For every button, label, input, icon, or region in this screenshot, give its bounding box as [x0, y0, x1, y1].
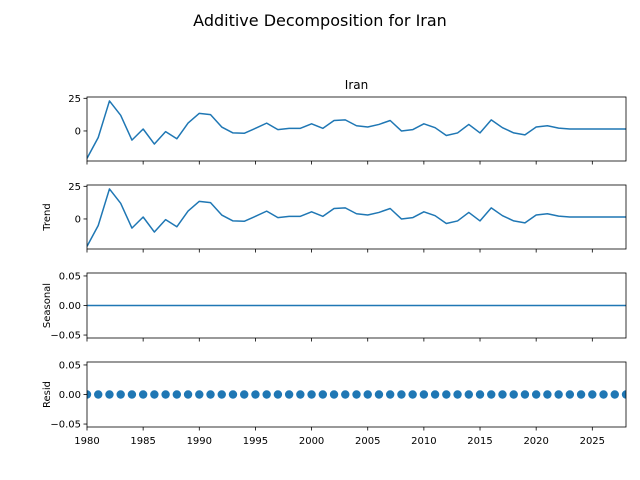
x-tick-label: 2025 — [580, 436, 605, 447]
resid-point — [195, 390, 204, 399]
resid-point — [621, 390, 626, 399]
resid-point — [363, 390, 372, 399]
resid-point — [183, 390, 193, 399]
panel-seasonal: −0.05 0.00 0.05 Seasonal — [42, 271, 627, 342]
resid-point — [554, 390, 563, 399]
resid-point — [531, 390, 541, 399]
resid-points — [87, 390, 626, 399]
observed-axes-frame — [86, 96, 627, 162]
resid-point — [509, 390, 518, 399]
resid-point — [251, 390, 260, 399]
resid-point — [273, 390, 283, 399]
seasonal-ytick-label: 0.05 — [59, 271, 81, 282]
resid-point — [374, 390, 384, 399]
resid-point — [475, 390, 485, 399]
resid-point — [487, 390, 496, 399]
resid-point — [206, 390, 215, 399]
resid-point — [352, 390, 361, 399]
resid-point — [498, 390, 507, 399]
panel-trend: 0 25 Trend — [42, 182, 627, 253]
panel-observed: 0 25 Iran — [68, 78, 627, 165]
resid-point — [105, 390, 114, 399]
x-tick-label: 1980 — [74, 436, 99, 447]
resid-point — [442, 390, 451, 399]
resid-point — [262, 390, 271, 399]
x-tick-label: 2000 — [299, 436, 324, 447]
resid-ylabel: Resid — [42, 381, 53, 408]
resid-point — [543, 390, 552, 399]
resid-point — [138, 390, 148, 399]
x-tick-label: 2020 — [523, 436, 548, 447]
resid-point — [610, 390, 619, 399]
resid-point — [116, 390, 125, 399]
resid-point — [599, 390, 608, 399]
resid-point — [341, 390, 350, 399]
resid-point — [240, 390, 249, 399]
trend-ytick-label: 0 — [75, 214, 81, 225]
resid-point — [150, 390, 159, 399]
x-tick-label: 2005 — [355, 436, 380, 447]
resid-point — [565, 390, 575, 399]
resid-point — [385, 390, 395, 399]
resid-point — [408, 390, 417, 399]
observed-ytick-label: 25 — [68, 94, 81, 105]
observed-series-line — [87, 100, 626, 159]
resid-point — [318, 390, 328, 399]
resid-point — [430, 390, 440, 399]
resid-ytick-label: 0.05 — [59, 360, 81, 371]
resid-point — [307, 390, 316, 399]
x-tick-label: 2010 — [411, 436, 436, 447]
resid-point — [296, 390, 305, 399]
resid-point — [87, 390, 92, 399]
seasonal-ytick-label: 0.00 — [59, 301, 81, 312]
resid-point — [588, 390, 597, 399]
resid-point — [464, 390, 473, 399]
resid-point — [217, 390, 226, 399]
panels: 025Iran025Trend−0.050.000.05Seasonal−0.0… — [42, 78, 627, 447]
resid-point — [453, 390, 462, 399]
trend-axes-frame — [86, 184, 627, 250]
x-tick-label: 1990 — [187, 436, 212, 447]
panel-resid: −0.05 0.00 0.05 1980 1985 1990 1995 2000 2005 201… — [42, 360, 627, 447]
observed-ytick-label: 0 — [75, 126, 81, 137]
resid-ytick-label: 0.00 — [59, 390, 81, 401]
resid-point — [161, 390, 170, 399]
x-tick-label: 2015 — [467, 436, 492, 447]
resid-point — [397, 390, 406, 399]
x-tick-label: 1995 — [243, 436, 268, 447]
resid-point — [520, 390, 530, 399]
resid-point — [284, 390, 294, 399]
trend-series-line — [87, 188, 626, 247]
resid-point — [172, 390, 182, 399]
trend-ytick-label: 25 — [68, 182, 81, 193]
resid-ytick-label: −0.05 — [50, 420, 81, 431]
trend-ylabel: Trend — [42, 203, 53, 231]
seasonal-ylabel: Seasonal — [42, 283, 53, 328]
figure-title: Additive Decomposition for Iran — [193, 11, 447, 30]
resid-point — [94, 390, 103, 399]
x-tick-label: 1985 — [130, 436, 155, 447]
resid-point — [228, 390, 238, 399]
resid-point — [419, 390, 429, 399]
resid-point — [127, 390, 137, 399]
seasonal-ytick-label: −0.05 — [50, 331, 81, 342]
resid-point — [576, 390, 586, 399]
resid-point — [329, 390, 339, 399]
observed-panel-title: Iran — [345, 78, 368, 92]
